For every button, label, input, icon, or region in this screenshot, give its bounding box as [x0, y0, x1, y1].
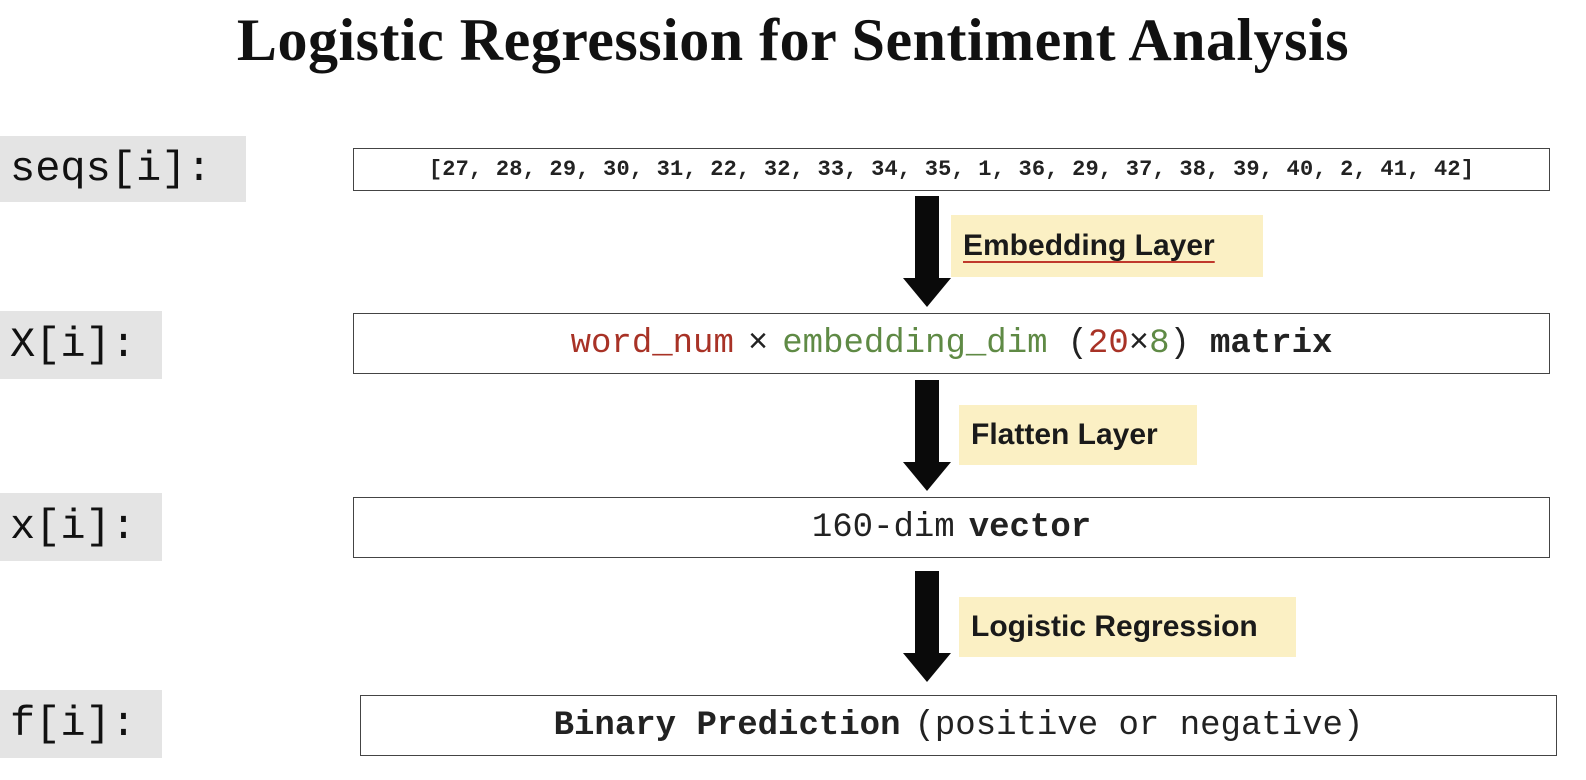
embedding-dim-term: embedding_dim	[782, 324, 1048, 363]
logistic-regression-label: Logistic Regression	[959, 597, 1296, 657]
row-label-x: x[i]:	[0, 493, 162, 561]
matrix-box: word_num × embedding_dim ( 20 × 8 ) matr…	[353, 313, 1550, 374]
prediction-box: Binary Prediction (positive or negative)	[360, 695, 1557, 756]
flatten-layer-label: Flatten Layer	[959, 405, 1197, 465]
down-arrow-icon	[903, 196, 951, 307]
matrix-word: matrix	[1209, 324, 1333, 363]
dim-rows: 20	[1087, 324, 1129, 363]
down-arrow-icon	[903, 571, 951, 682]
vector-word: vector	[968, 508, 1092, 547]
row-label-X: X[i]:	[0, 311, 162, 379]
embedding-layer-text: Embedding Layer	[963, 229, 1215, 262]
times-symbol: ×	[747, 324, 769, 363]
seqs-box: [27, 28, 29, 30, 31, 22, 32, 33, 34, 35,…	[353, 148, 1550, 191]
dim-times: ×	[1128, 324, 1150, 363]
word-num-term: word_num	[570, 324, 734, 363]
prediction-word: Binary Prediction	[553, 706, 901, 745]
paren-close: )	[1169, 324, 1190, 363]
dim-cols: 8	[1149, 324, 1170, 363]
embedding-layer-label: Embedding Layer	[951, 215, 1263, 277]
paren-open: (	[1067, 324, 1088, 363]
down-arrow-icon	[903, 380, 951, 491]
vector-box: 160-dim vector	[353, 497, 1550, 558]
prediction-note: (positive or negative)	[914, 706, 1364, 745]
seqs-values: [27, 28, 29, 30, 31, 22, 32, 33, 34, 35,…	[428, 157, 1475, 182]
row-label-f: f[i]:	[0, 690, 162, 758]
page-title: Logistic Regression for Sentiment Analys…	[236, 7, 1350, 73]
row-label-seqs: seqs[i]:	[0, 136, 246, 202]
vector-dim: 160-dim	[811, 508, 955, 547]
